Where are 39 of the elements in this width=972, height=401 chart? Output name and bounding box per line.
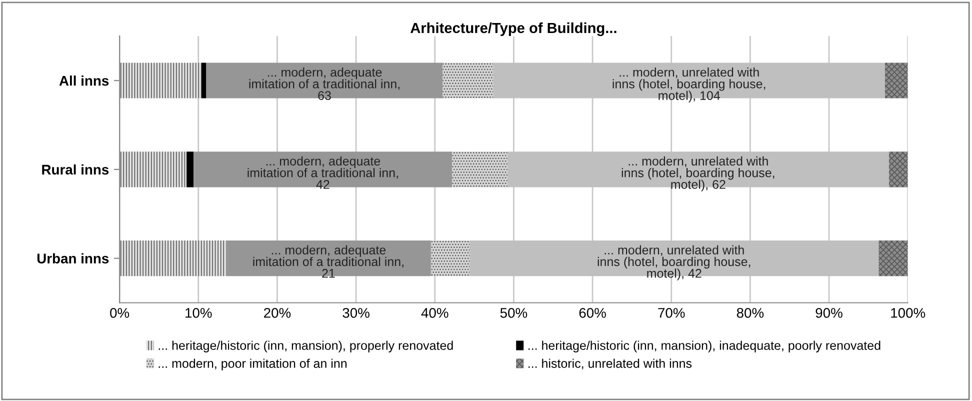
chart-title: Arhitecture/Type of Building... (410, 22, 616, 36)
bar (442, 62, 494, 98)
x-tick-label: 0% (110, 308, 130, 318)
bar (120, 62, 202, 98)
bar (120, 152, 187, 188)
annotation: ... modern, unrelated with inns (hotel, boarding house, motel), 62 (622, 156, 774, 192)
bar (120, 240, 226, 276)
x-tick-label: 10% (186, 308, 212, 318)
bar (226, 240, 431, 276)
x-tick-label: 70% (658, 308, 685, 318)
x-tick-label: 100% (891, 308, 926, 318)
annotation: ... modern, adequate imitation of a traditional inn, 63 (249, 68, 400, 100)
annotation: ... modern, adequate imitation of a traditional inn, 21 (253, 245, 404, 278)
y-tick-label: All inns (59, 76, 109, 86)
annotation: ... modern, unrelated with inns (hotel, boarding house, motel), 42 (598, 245, 750, 280)
bar (202, 62, 206, 98)
bar (194, 152, 452, 188)
bar (888, 152, 908, 188)
legend-label: ... modern, poor imitation of an inn (158, 358, 347, 370)
bar (430, 240, 470, 276)
legend-label: ... heritage/historic (inn, mansion), properly renovated (158, 340, 453, 352)
x-tick-label: 50% (500, 308, 528, 318)
x-tick-label: 60% (579, 308, 606, 318)
y-tick-label: Urban inns (37, 253, 109, 264)
legend-label: ... historic, unrelated with inns (528, 358, 692, 370)
x-tick-label: 40% (421, 308, 448, 318)
bar (206, 62, 443, 98)
legend-label: ... heritage/historic (inn, mansion), inadequate, poorly renovated (528, 340, 880, 352)
x-tick-label: 80% (736, 308, 764, 318)
annotation: ... modern, unrelated with inns (hotel, boarding house, motel), 104 (612, 68, 766, 102)
x-tick-label: 30% (342, 308, 370, 318)
y-tick-label: Rural inns (42, 164, 109, 175)
bar (878, 240, 908, 276)
x-tick-label: 90% (816, 308, 842, 318)
x-tick-label: 20% (264, 308, 291, 318)
bar (186, 152, 194, 188)
bar (884, 62, 908, 98)
annotation: ... modern, adequate imitation of a traditional inn, 42 (248, 156, 398, 189)
bar (452, 152, 508, 188)
